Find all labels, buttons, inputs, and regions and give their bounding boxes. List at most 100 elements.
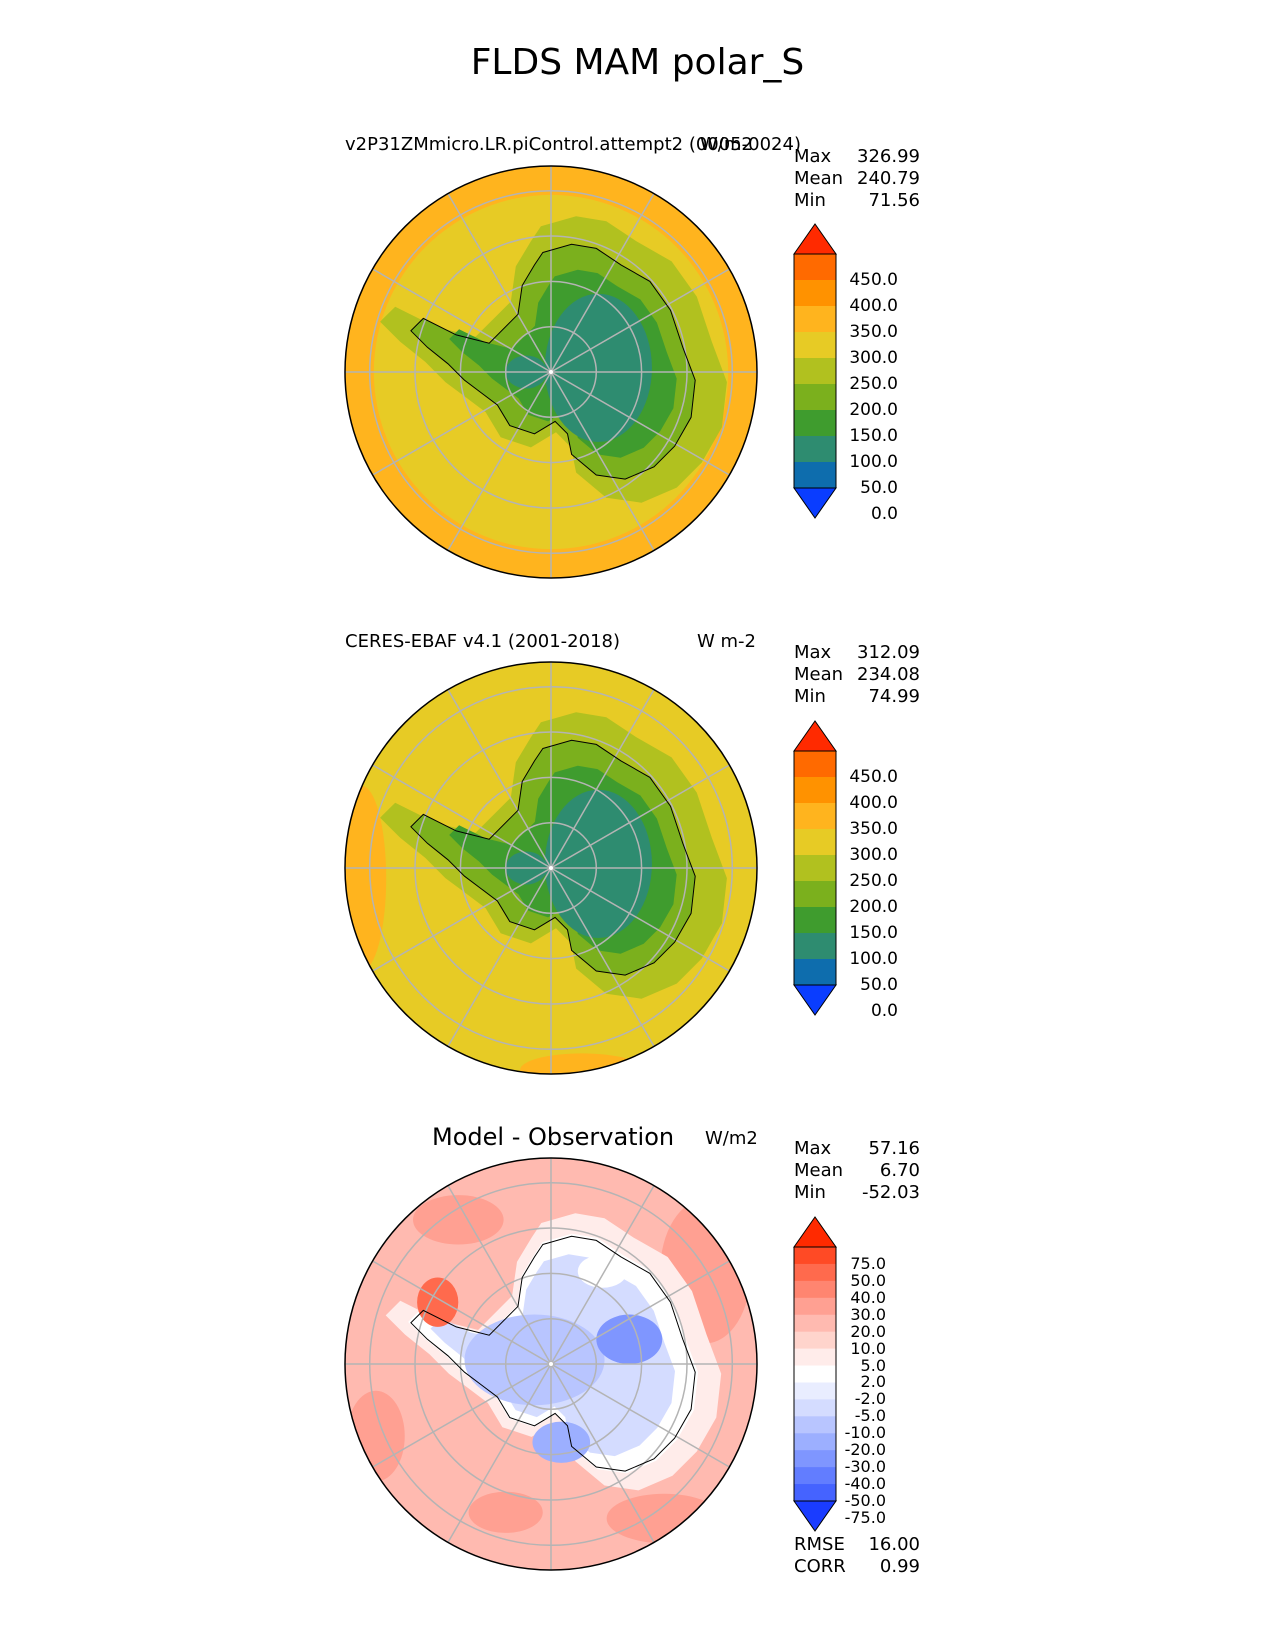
interior-field [544, 789, 652, 939]
colorbar-segment [794, 1450, 836, 1468]
colorbar-tick-label: 0.0 [870, 1001, 898, 1021]
panel-2-map [345, 662, 757, 1074]
panel-3-error-stats: RMSE 16.00 CORR 0.99 [794, 1534, 920, 1578]
colorbar-tick-label: 40.0 [850, 1287, 886, 1307]
south-pole-marker [549, 1362, 553, 1366]
warm-patch [520, 1053, 644, 1074]
colorbar-tick-label: 300.0 [849, 845, 898, 865]
panel-1-stats: Max 326.99 Mean 240.79 Min 71.56 [794, 146, 920, 212]
colorbar-segment [794, 1365, 836, 1384]
colorbar-tick-label: 30.0 [850, 1304, 886, 1324]
colorbar-tick-label: 250.0 [849, 871, 898, 891]
colorbar-tick-label: 400.0 [849, 296, 898, 316]
colorbar-tick-label: 50.0 [860, 975, 898, 995]
colorbar-tick-label: 50.0 [860, 478, 898, 498]
diff-negative-stronger [596, 1314, 663, 1364]
colorbar-2 [793, 720, 837, 1016]
colorbar-segment [794, 1331, 836, 1350]
colorbar-extend-max [793, 1216, 837, 1248]
stat-min: 71.56 [868, 190, 920, 211]
colorbar-segment [794, 1263, 836, 1282]
colorbar-extend-min [793, 1500, 837, 1532]
colorbar-segment [794, 1484, 836, 1502]
stat-label: Mean [794, 664, 844, 685]
colorbar-tick-label: 2.0 [860, 1372, 886, 1392]
colorbar-tick-label: -2.0 [854, 1389, 886, 1409]
stat-label: Max [794, 1138, 832, 1159]
stat-max: 57.16 [868, 1138, 920, 1159]
colorbar-tick-label: -10.0 [844, 1423, 886, 1443]
colorbar-frame [793, 750, 837, 986]
colorbar-segment [794, 254, 836, 281]
panel-1-title: v2P31ZMmicro.LR.piControl.attempt2 (0005… [345, 134, 801, 155]
coastline [410, 243, 696, 480]
colorbar-tick-label: 150.0 [849, 923, 898, 943]
colorbar-segment [794, 1399, 836, 1417]
colorbar-segment [794, 462, 836, 489]
stat-min: 74.99 [868, 686, 920, 707]
colorbar-extend-max [793, 720, 837, 752]
colorbar-segment [794, 1433, 836, 1451]
panel-2-units: W m-2 [697, 631, 757, 652]
colorbar-segment [794, 436, 836, 463]
panel-3-units: W/m2 [705, 1128, 758, 1149]
stat-label: Max [794, 146, 832, 167]
stat-corr: 0.99 [879, 1556, 920, 1577]
interior-field [544, 293, 652, 443]
colorbar-segment [794, 358, 836, 385]
map-boundary [344, 165, 758, 579]
colorbar-tick-label: -50.0 [844, 1491, 886, 1510]
figure-title: FLDS MAM polar_S [470, 42, 805, 83]
panel-2-stats: Max 312.09 Mean 234.08 Min 74.99 [794, 642, 920, 708]
colorbar-tick-label: 10.0 [850, 1338, 886, 1358]
map-boundary [344, 661, 758, 1075]
colorbar-tick-label: 350.0 [849, 322, 898, 342]
colorbar-segment [794, 855, 836, 882]
panel-3-stats: Max 57.16 Mean 6.70 Min -52.03 [794, 1138, 920, 1204]
diff-positive-peninsula [417, 1277, 459, 1327]
diff-patch [347, 1390, 405, 1482]
colorbar-frame [793, 253, 837, 489]
colorbar-segment [794, 907, 836, 934]
colorbar-segment [794, 410, 836, 437]
stat-label: Mean [794, 1160, 844, 1181]
colorbar-tick-label: 450.0 [849, 767, 898, 787]
diff-patch [412, 1195, 504, 1245]
map-boundary [344, 1157, 758, 1571]
diff-neutral [577, 1254, 628, 1288]
colorbar-segment [794, 306, 836, 333]
panel-3-title: Model - Observation [432, 1123, 675, 1151]
panel-1-units: W/m2 [700, 134, 753, 155]
colorbar-segment [794, 933, 836, 960]
diff-patch [468, 1491, 543, 1533]
colorbar-tick-label: -40.0 [844, 1474, 886, 1494]
stat-mean: 6.70 [879, 1160, 920, 1181]
stat-label: Mean [794, 168, 844, 189]
stat-max: 326.99 [857, 146, 920, 167]
colorbar-segment [794, 777, 836, 804]
colorbar-tick-label: 200.0 [849, 897, 898, 917]
colorbar-segment [794, 384, 836, 411]
colorbar-segment [794, 959, 836, 986]
stat-max: 312.09 [857, 642, 920, 663]
colorbar-tick-label: 300.0 [849, 348, 898, 368]
colorbar-1 [793, 223, 837, 519]
colorbar-frame [793, 1246, 837, 1502]
colorbar-extend-min [793, 984, 837, 1016]
colorbar-segment [794, 280, 836, 307]
colorbar-segment [794, 1467, 836, 1485]
colorbar-segment [794, 881, 836, 908]
stat-label: RMSE [794, 1534, 845, 1555]
colorbar-tick-label: 400.0 [849, 793, 898, 813]
stat-label: CORR [794, 1556, 846, 1577]
colorbar-tick-label: 150.0 [849, 426, 898, 446]
stat-label: Min [794, 190, 826, 211]
stat-label: Max [794, 642, 832, 663]
colorbar-3 [793, 1216, 837, 1532]
colorbar-tick-label: -75.0 [844, 1507, 886, 1527]
colorbar-tick-label: 5.0 [860, 1355, 886, 1375]
colorbar-extend-max [793, 223, 837, 255]
colorbar-segment [794, 1247, 836, 1265]
colorbar-tick-label: -5.0 [854, 1406, 886, 1426]
